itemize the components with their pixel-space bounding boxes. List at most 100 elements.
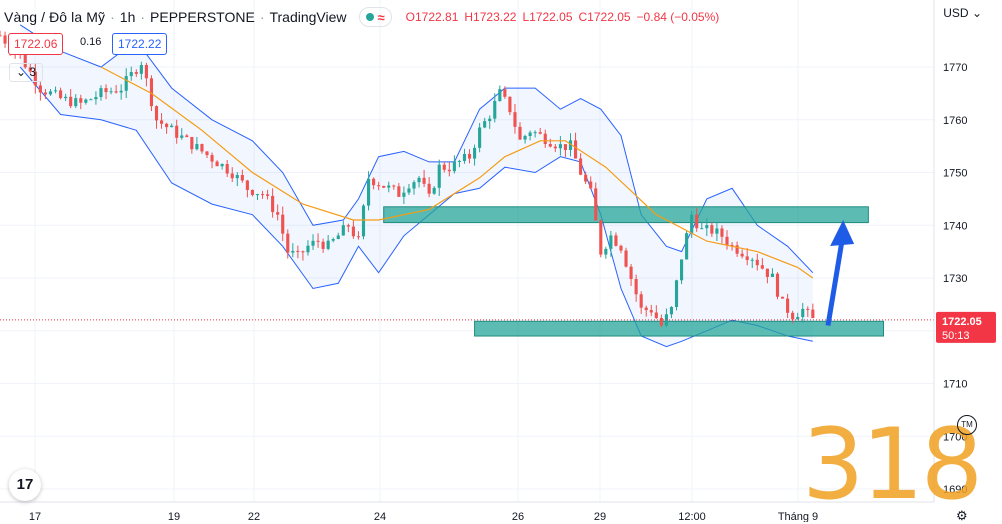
candle-body (457, 160, 461, 162)
price-tick-label: 1760 (943, 115, 967, 127)
candle-body (659, 318, 663, 326)
candle-body (589, 181, 593, 189)
support-resistance-zones[interactable] (383, 206, 885, 337)
candle-body (255, 194, 260, 196)
trademark-icon: TM (957, 415, 977, 435)
candle-body (245, 180, 249, 190)
candle-body (190, 137, 194, 150)
gear-icon[interactable]: ⚙ (956, 508, 968, 523)
chart-legend-header[interactable]: Vàng / Đô la Mỹ · 1h · PEPPERSTONE · Tra… (4, 7, 719, 27)
candle-body (573, 140, 578, 159)
currency-selector[interactable]: USD ⌄ (943, 6, 982, 20)
time-axis[interactable]: 17 19 22 24 26 29 12:00 Tháng 9 (0, 501, 1002, 522)
time-tick-label: 24 (374, 511, 386, 522)
candle-body (149, 78, 154, 107)
candle-body (558, 144, 562, 149)
time-tick-label: 19 (168, 511, 180, 522)
time-tick-label: 26 (512, 511, 524, 522)
candle-body (467, 153, 472, 159)
candle-body (89, 99, 93, 101)
tradingview-logo-icon[interactable]: 17 (9, 469, 41, 501)
candle-body (235, 175, 239, 179)
candle-body (250, 189, 254, 195)
candle-body (69, 96, 73, 107)
market-status-pill[interactable]: ≈ (358, 7, 392, 27)
candle-body (356, 236, 361, 238)
candle-body (745, 256, 749, 261)
chevron-down-icon: ⌄ (971, 6, 982, 20)
sell-button[interactable]: 1722.06 (8, 33, 64, 55)
candle-body (225, 164, 229, 174)
candle-body (195, 144, 199, 150)
candle-body (346, 225, 350, 227)
candle-body (23, 54, 27, 68)
candle-body (74, 98, 78, 107)
candle-body (311, 240, 315, 246)
candle-body (210, 155, 214, 162)
candle-body (791, 312, 795, 320)
time-tick-label: 12:00 (678, 511, 706, 522)
candle-body (614, 235, 618, 246)
candle-body (377, 185, 381, 187)
candle-body (427, 183, 431, 194)
candle-body (644, 307, 648, 311)
interval-label[interactable]: 1h (119, 9, 136, 25)
candle-body (422, 177, 426, 184)
candle-body (109, 91, 113, 93)
candle-body (215, 161, 219, 167)
candle-body (548, 144, 552, 147)
candle-body (139, 65, 143, 74)
separator: · (110, 9, 115, 25)
time-tick-label: Tháng 9 (778, 511, 818, 522)
time-tick-label: 22 (248, 511, 260, 522)
up-arrow-annotation[interactable] (825, 219, 855, 326)
candle-body (584, 174, 588, 182)
separator: · (140, 9, 146, 25)
buy-button[interactable]: 1722.22 (112, 33, 168, 55)
price-axis[interactable]: 177017601750174017301720171017001690 (933, 0, 1002, 502)
separator: · (259, 9, 265, 25)
candle-body (351, 226, 355, 237)
candle-body (553, 146, 557, 149)
candle-body (281, 214, 285, 234)
zone-rect-1[interactable] (383, 206, 869, 224)
candle-body (361, 205, 366, 237)
candle-body (680, 259, 684, 281)
zone-rect-2[interactable] (474, 320, 885, 337)
candle-body (775, 273, 780, 297)
candle-body (690, 214, 694, 234)
price-tick-label: 1700 (943, 431, 967, 443)
symbol-name[interactable]: Vàng / Đô la Mỹ (4, 9, 106, 25)
arrow-shaft (825, 233, 846, 326)
candle-body (796, 317, 800, 320)
indicators-toggle[interactable]: ⌄ 3 (9, 63, 44, 82)
candle-body (473, 147, 477, 159)
candle-body (159, 120, 164, 124)
candle-body (402, 192, 406, 197)
candle-body (301, 251, 305, 253)
price-tick-label: 1710 (943, 379, 967, 391)
candle-body (64, 96, 68, 99)
candle-body (700, 228, 704, 230)
price-tag-countdown: 50:13 (942, 330, 970, 342)
candle-body (695, 214, 699, 229)
candle-body (755, 259, 759, 266)
candle-body (417, 177, 421, 183)
candle-body (392, 185, 396, 187)
candle-body (43, 92, 48, 95)
candle-body (760, 265, 764, 269)
price-tag-value: 1722.05 (942, 316, 982, 328)
candle-body (165, 123, 169, 128)
indicator-count: 3 (29, 65, 37, 79)
candle-body (513, 112, 517, 127)
source-label: TradingView (269, 9, 347, 25)
ma-line (100, 66, 814, 279)
candle-body (563, 144, 568, 150)
candle-body (462, 153, 467, 161)
wave-icon: ≈ (377, 9, 385, 25)
candle-body (220, 164, 224, 167)
candle-body (705, 225, 709, 229)
candle-body (185, 135, 189, 138)
candle-body (366, 178, 371, 206)
